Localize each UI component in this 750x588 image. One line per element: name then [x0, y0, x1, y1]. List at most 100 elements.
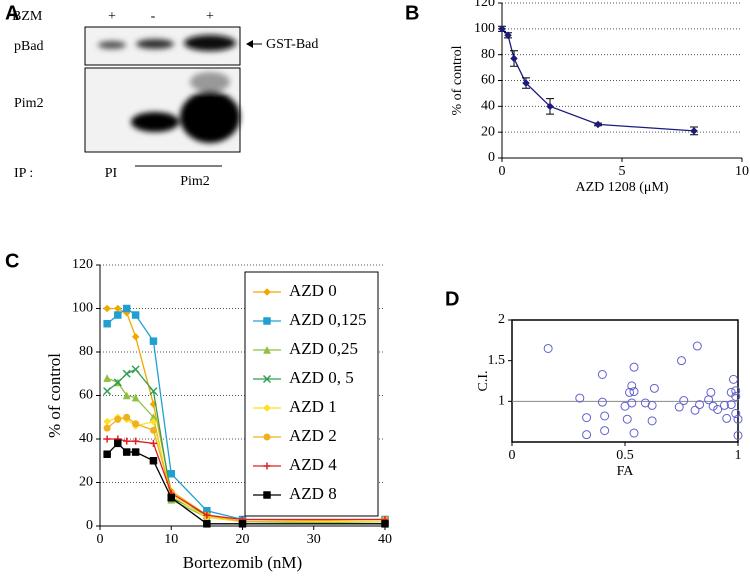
panel-letter: D	[445, 288, 459, 310]
x-axis-label: AZD 1208 (μM)	[575, 180, 668, 195]
marker	[149, 457, 158, 465]
marker	[122, 369, 131, 378]
x-tick-label: 0.5	[616, 448, 634, 463]
plot-frame	[511, 319, 739, 443]
x-tick-label: 40	[378, 532, 392, 547]
point	[719, 400, 729, 410]
point	[543, 343, 553, 353]
point	[647, 400, 657, 410]
legend-label: AZD 4	[289, 455, 337, 474]
treatment: -	[151, 9, 156, 24]
point	[695, 400, 705, 410]
y-tick-label: 0	[86, 518, 93, 533]
marker	[510, 54, 518, 63]
point	[733, 430, 743, 440]
marker	[690, 127, 698, 135]
y-tick-label: 40	[481, 99, 495, 114]
panel-letter: C	[5, 250, 19, 272]
marker	[149, 439, 157, 447]
point	[692, 341, 702, 351]
marker	[113, 378, 122, 387]
blot-bands	[131, 72, 240, 143]
panel-letter: A	[5, 2, 19, 24]
marker	[381, 520, 389, 528]
point	[713, 404, 723, 414]
marker	[149, 387, 158, 396]
blot-bands	[98, 35, 236, 51]
marker	[131, 448, 140, 456]
marker	[122, 448, 131, 456]
legend-label: AZD 8	[289, 484, 337, 503]
point	[600, 426, 610, 436]
point	[629, 387, 639, 397]
point	[708, 401, 718, 411]
y-tick-label: 60	[481, 73, 495, 88]
legend-label: AZD 0, 5	[289, 368, 354, 387]
point	[706, 387, 716, 397]
marker	[123, 437, 131, 445]
marker	[123, 413, 131, 421]
y-tick-label: 40	[79, 431, 93, 446]
y-tick-label: 100	[474, 21, 495, 36]
marker	[103, 374, 112, 382]
x-tick-label: 30	[307, 532, 321, 547]
marker	[114, 311, 122, 319]
legend-label: AZD 0	[289, 281, 337, 300]
y-tick-label: 20	[79, 475, 93, 490]
x-tick-label: 5	[619, 164, 626, 179]
x-axis-label: FA	[617, 464, 635, 479]
y-tick-label: 80	[79, 344, 93, 359]
point	[575, 393, 585, 403]
x-tick-label: 20	[236, 532, 250, 547]
y-axis-label: % of control	[450, 45, 465, 115]
legend-box	[244, 271, 379, 517]
row-label: Pim2	[14, 96, 44, 111]
point	[622, 414, 632, 424]
x-tick-label: 10	[164, 532, 178, 547]
marker	[546, 102, 554, 111]
marker	[103, 304, 111, 313]
marker	[167, 470, 175, 478]
marker	[103, 417, 111, 426]
point	[597, 397, 607, 407]
point	[629, 428, 639, 438]
marker	[203, 520, 211, 528]
y-tick-label: 80	[481, 47, 495, 62]
point	[627, 381, 637, 391]
point	[731, 391, 741, 401]
y-tick-label: 20	[481, 124, 495, 139]
x-tick-label: 0	[97, 532, 104, 547]
marker	[132, 420, 140, 428]
point	[677, 356, 686, 366]
data-line	[501, 28, 695, 132]
marker	[132, 437, 140, 445]
y-tick-label: 0	[488, 150, 495, 165]
marker	[149, 426, 157, 434]
point	[600, 411, 610, 421]
x-tick-label: 0	[499, 164, 506, 179]
y-tick-label: 100	[72, 301, 93, 316]
marker	[131, 332, 140, 341]
point	[582, 430, 592, 440]
treatment: +	[108, 9, 116, 24]
marker	[103, 319, 111, 328]
row-label: pBad	[14, 39, 44, 54]
marker	[131, 393, 140, 402]
arrow-head	[246, 40, 253, 48]
point	[629, 362, 639, 372]
marker	[131, 365, 140, 374]
y-tick-label: 120	[474, 0, 495, 10]
marker	[203, 511, 211, 519]
x-axis-label: Bortezomib (nM)	[183, 553, 302, 572]
point	[731, 386, 741, 396]
x-tick-label: 10	[735, 164, 749, 179]
marker	[263, 288, 271, 296]
point	[722, 413, 732, 423]
point	[640, 398, 650, 408]
marker	[262, 374, 272, 384]
marker	[103, 435, 111, 443]
marker	[504, 31, 512, 40]
marker	[522, 79, 530, 87]
marker	[167, 493, 175, 502]
marker	[238, 520, 247, 528]
